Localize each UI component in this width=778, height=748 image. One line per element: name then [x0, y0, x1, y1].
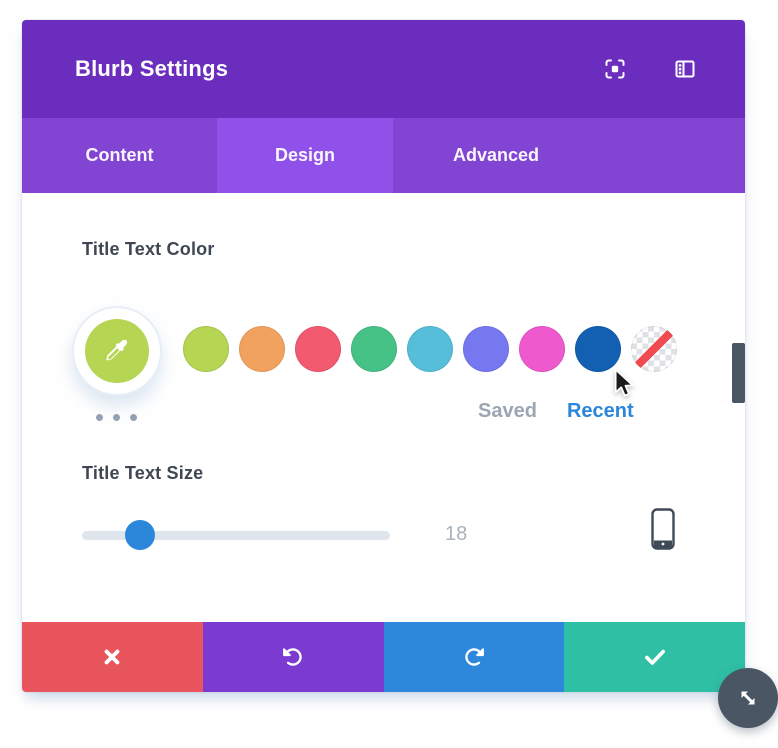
color-swatch-2[interactable] — [239, 326, 285, 372]
eyedropper-icon — [106, 339, 128, 361]
more-options-dots[interactable] — [96, 414, 137, 421]
palette-links: Saved Recent — [478, 400, 634, 423]
recent-tab-link[interactable]: Recent — [566, 400, 634, 422]
modal-header: Blurb Settings — [22, 20, 745, 118]
check-icon — [644, 649, 665, 665]
resize-diagonal-icon — [741, 691, 755, 705]
save-button[interactable] — [564, 622, 745, 692]
undo-icon — [283, 648, 302, 666]
redo-button[interactable] — [383, 622, 565, 692]
saved-tab-link[interactable]: Saved — [478, 400, 537, 422]
x-icon — [105, 649, 120, 665]
panel-layout-icon[interactable] — [673, 57, 697, 81]
design-tab-panel: Title Text Color Saved Recent Title Text… — [22, 193, 745, 622]
blurb-settings-modal: Blurb Settings — [22, 20, 745, 692]
redo-icon — [465, 648, 484, 666]
undo-button[interactable] — [202, 622, 384, 692]
size-slider-handle[interactable] — [125, 520, 155, 550]
size-slider-track[interactable] — [82, 531, 390, 540]
color-swatch-7[interactable] — [519, 326, 565, 372]
resize-modal-button[interactable] — [718, 668, 778, 728]
expand-modal-icon[interactable] — [603, 57, 627, 81]
modal-title: Blurb Settings — [75, 56, 229, 81]
size-value-input[interactable]: 18 — [445, 523, 468, 545]
dot — [130, 414, 137, 421]
color-swatch-5[interactable] — [407, 326, 453, 372]
color-swatch-4[interactable] — [351, 326, 397, 372]
tab-advanced[interactable]: Advanced — [452, 145, 540, 165]
title-text-color-label: Title Text Color — [82, 239, 215, 259]
color-swatch-1[interactable] — [183, 326, 229, 372]
eyedropper-button[interactable] — [72, 306, 162, 396]
scrollbar-thumb[interactable] — [732, 343, 745, 403]
modal-footer — [22, 622, 745, 692]
header-icons — [603, 57, 697, 81]
tab-content[interactable]: Content — [85, 145, 154, 165]
dot — [113, 414, 120, 421]
dot — [96, 414, 103, 421]
eyedropper-circle — [85, 319, 149, 383]
transparent-swatch[interactable] — [631, 326, 677, 372]
color-swatch-3[interactable] — [295, 326, 341, 372]
title-text-size-label: Title Text Size — [82, 463, 204, 483]
swatch-row — [183, 326, 677, 372]
color-swatch-8[interactable] — [575, 326, 621, 372]
phone-responsive-icon[interactable] — [650, 507, 676, 551]
tab-design[interactable]: Design — [217, 118, 393, 193]
color-swatch-6[interactable] — [463, 326, 509, 372]
tab-bar: Content Design Advanced — [22, 118, 745, 193]
cancel-button[interactable] — [22, 622, 203, 692]
